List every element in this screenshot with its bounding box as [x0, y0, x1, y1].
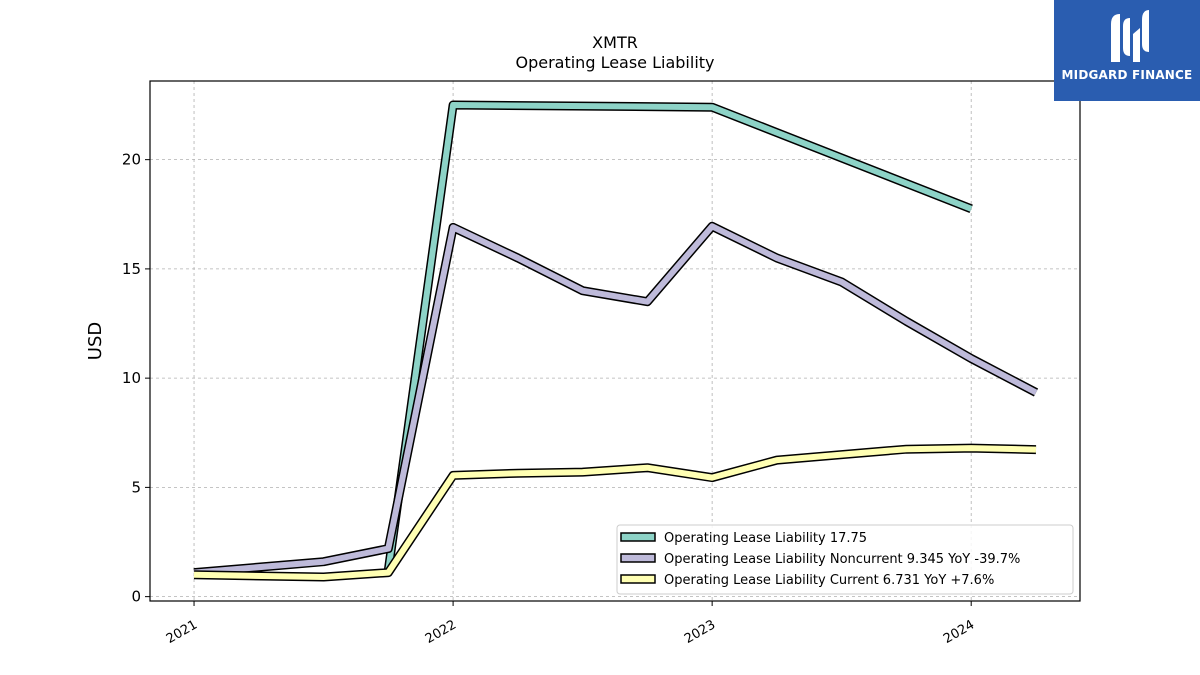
brand-logo: MIDGARD FINANCE — [1054, 0, 1200, 101]
series-line-fill — [385, 102, 973, 571]
series-line-outline — [193, 221, 1039, 578]
x-tick-label: 2022 — [423, 617, 459, 647]
legend-swatch — [620, 532, 656, 542]
midgard-logo-icon — [1111, 10, 1149, 62]
x-tick-label: 2023 — [682, 617, 718, 647]
legend: Operating Lease Liability 17.75 Operatin… — [616, 524, 1074, 595]
plot-frame — [149, 80, 1081, 602]
y-tick-label: 20 — [122, 151, 141, 169]
legend-label: Operating Lease Liability Current 6.731 … — [664, 573, 994, 588]
legend-swatch — [620, 574, 656, 584]
grid — [150, 81, 1080, 601]
series-line — [193, 443, 1037, 582]
legend-swatch — [620, 553, 656, 563]
x-tick-label: 2021 — [164, 617, 200, 647]
series-line-fill — [193, 445, 1037, 580]
y-tick-label: 10 — [122, 369, 141, 387]
legend-box — [616, 524, 1074, 595]
brand-name: MIDGARD FINANCE — [1061, 68, 1193, 82]
x-tick-label: 2024 — [941, 617, 977, 647]
y-tick-label: 15 — [122, 260, 141, 278]
chart-subtitle: Operating Lease Liability — [515, 53, 714, 72]
series-line — [193, 221, 1039, 578]
series-line — [383, 100, 973, 572]
chart-title: XMTR — [592, 33, 638, 52]
y-tick-label: 0 — [131, 588, 141, 606]
series-line-fill — [193, 223, 1038, 576]
y-axis-label: USD — [85, 322, 106, 360]
legend-item: Operating Lease Liability Noncurrent 9.3… — [620, 552, 1020, 567]
legend-item: Operating Lease Liability 17.75 — [620, 531, 867, 546]
legend-label: Operating Lease Liability 17.75 — [664, 531, 867, 546]
legend-label: Operating Lease Liability Noncurrent 9.3… — [664, 552, 1020, 567]
legend-item: Operating Lease Liability Current 6.731 … — [620, 573, 994, 588]
series-lines — [193, 100, 1039, 582]
y-tick-label: 5 — [131, 478, 141, 496]
